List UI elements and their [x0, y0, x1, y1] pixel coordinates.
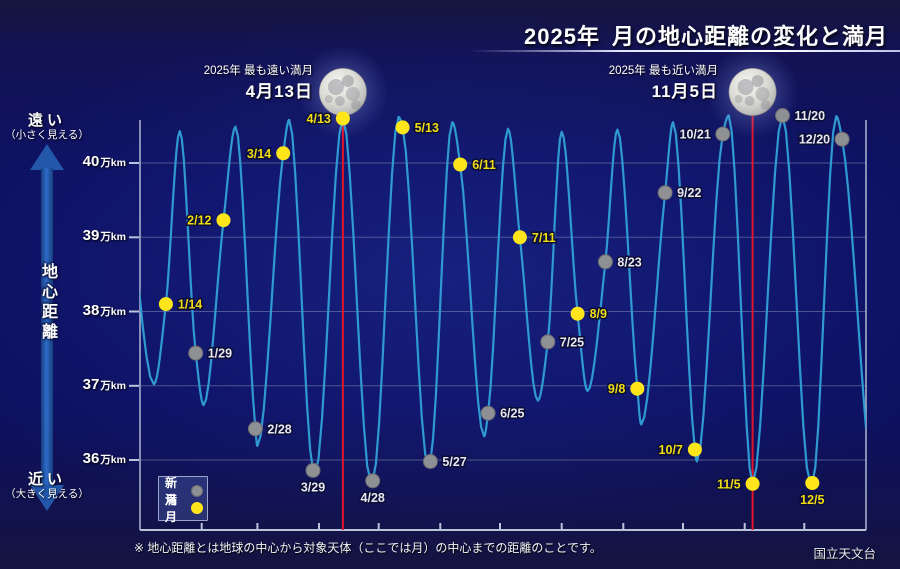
new-moon-event-label: 5/27 — [442, 455, 466, 469]
new-moon-event-dot — [422, 454, 438, 469]
full-moon-event-label: 6/11 — [472, 158, 496, 172]
y-axis-tick-label: 40万km — [82, 153, 126, 170]
full-moon-event-label: 7/11 — [532, 231, 556, 245]
full-moon-event-label: 12/5 — [800, 493, 824, 507]
full-moon-event-label: 3/14 — [247, 147, 271, 161]
full-moon-legend-dot — [191, 501, 203, 514]
y-axis-tick-label: 37万km — [82, 375, 126, 393]
new-moon-event-dot — [480, 405, 496, 421]
full-moon-event-dot — [395, 120, 410, 135]
new-moon-event-dot — [834, 131, 850, 147]
full-moon-event-dot — [630, 381, 645, 396]
new-moon-event-dot — [247, 421, 263, 437]
full-moon-event-label: 2/12 — [187, 214, 211, 228]
full-moon-event-label: 8/9 — [590, 307, 607, 321]
y-axis-title: 地心距離 — [39, 263, 56, 343]
new-moon-event-label: 9/22 — [677, 186, 701, 200]
legend-row-full-moon: 満月 — [165, 493, 203, 524]
new-moon-event-label: 7/25 — [560, 335, 584, 349]
annotation-closest-full-moon: 2025年 最も近い満月 11月5日 — [608, 65, 718, 102]
full-moon-event-label: 9/8 — [608, 382, 625, 396]
new-moon-event-dot — [715, 126, 731, 142]
full-moon-event-label: 11/5 — [717, 477, 741, 491]
full-moon-event-label: 4/13 — [307, 112, 331, 126]
near-axis-label: 近い （大きく見える） — [5, 471, 89, 501]
new-moon-event-label: 2/28 — [267, 422, 291, 436]
title-underline — [470, 50, 900, 52]
far-axis-label: 遠い （小さく見える） — [5, 112, 89, 142]
new-moon-event-dot — [365, 473, 381, 489]
legend-row-new-moon: 新月 — [165, 476, 203, 507]
arrow-down-icon — [30, 485, 64, 511]
full-moon-event-dot — [158, 297, 173, 312]
new-moon-event-dot — [657, 185, 673, 201]
new-moon-legend-dot — [191, 484, 203, 497]
arrow-up-icon — [30, 144, 64, 170]
new-moon-event-dot — [540, 334, 556, 350]
footnote: ※ 地心距離とは地球の中心から対象天体（ここでは月）の中心までの距離のことです。 — [134, 541, 602, 555]
new-moon-event-label: 12/20 — [799, 133, 830, 147]
y-axis-tick-label: 38万km — [82, 301, 126, 319]
page-title: 2025年 月の地心距離の変化と満月 — [524, 19, 888, 51]
full-moon-event-dot — [745, 476, 760, 491]
title-main: 月の地心距離の変化と満月 — [611, 24, 888, 49]
full-moon-event-dot — [805, 476, 820, 490]
new-moon-event-dot — [305, 462, 321, 478]
full-moon-event-dot — [216, 213, 231, 228]
new-moon-event-label: 6/25 — [500, 407, 524, 421]
new-moon-event-label: 1/29 — [208, 347, 232, 361]
new-moon-event-dot — [775, 108, 790, 123]
full-moon-event-label: 10/7 — [659, 443, 683, 457]
full-moon-event-label: 1/14 — [178, 298, 202, 312]
new-moon-event-group: 1/29 2/28 3/29 4/28 5/27 6/25 7/25 8/23 9/22 10/2… — [188, 108, 850, 506]
new-moon-event-label: 4/28 — [361, 491, 385, 505]
full-moon-event-group: 1/14 2/12 3/14 4/13 5/13 6/11 7/11 8/9 9/8 10/7 11… — [158, 111, 826, 509]
full-moon-image — [707, 46, 799, 138]
credit: 国立天文台 — [813, 547, 876, 561]
y-axis-tick-label: 36万km — [82, 450, 126, 467]
full-moon-event-dot — [512, 230, 527, 245]
full-moon-event-dot — [276, 146, 291, 161]
distance-arrow-icon — [41, 168, 53, 487]
new-moon-event-label: 8/23 — [617, 255, 641, 269]
new-moon-event-label: 3/29 — [301, 480, 325, 494]
y-axis-tick-label: 39万km — [82, 227, 126, 245]
new-moon-event-dot — [597, 254, 613, 270]
full-moon-event-dot — [687, 442, 702, 457]
axes — [129, 120, 867, 531]
new-moon-event-label: 10/21 — [680, 128, 711, 142]
annotation-farthest-full-moon: 2025年 最も遠い満月 4月13日 — [203, 65, 313, 102]
full-moon-event-dot — [570, 306, 585, 321]
new-moon-event-label: 11/20 — [795, 109, 826, 123]
full-moon-event-label: 5/13 — [415, 121, 439, 135]
new-moon-event-dot — [188, 345, 204, 361]
full-moon-event-dot — [453, 157, 468, 172]
legend: 新月 満月 — [158, 476, 208, 524]
title-year: 2025年 — [524, 24, 600, 49]
full-moon-event-dot — [335, 111, 350, 126]
